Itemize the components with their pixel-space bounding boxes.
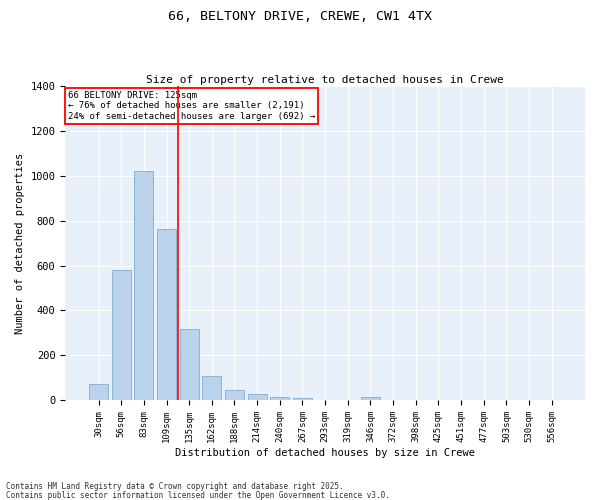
- Text: 66, BELTONY DRIVE, CREWE, CW1 4TX: 66, BELTONY DRIVE, CREWE, CW1 4TX: [168, 10, 432, 23]
- Bar: [157, 229, 176, 400]
- Text: Contains HM Land Registry data © Crown copyright and database right 2025.: Contains HM Land Registry data © Crown c…: [6, 482, 344, 491]
- Text: Contains public sector information licensed under the Open Government Licence v3: Contains public sector information licen…: [6, 490, 390, 500]
- Text: 66 BELTONY DRIVE: 125sqm
← 76% of detached houses are smaller (2,191)
24% of sem: 66 BELTONY DRIVE: 125sqm ← 76% of detach…: [68, 91, 315, 121]
- Bar: [89, 384, 108, 400]
- Bar: [112, 270, 131, 400]
- X-axis label: Distribution of detached houses by size in Crewe: Distribution of detached houses by size …: [175, 448, 475, 458]
- Bar: [270, 397, 289, 400]
- Title: Size of property relative to detached houses in Crewe: Size of property relative to detached ho…: [146, 76, 504, 86]
- Bar: [248, 394, 267, 400]
- Bar: [225, 390, 244, 400]
- Bar: [134, 171, 154, 400]
- Bar: [361, 397, 380, 400]
- Bar: [179, 330, 199, 400]
- Bar: [293, 398, 312, 400]
- Bar: [202, 376, 221, 400]
- Y-axis label: Number of detached properties: Number of detached properties: [15, 152, 25, 334]
